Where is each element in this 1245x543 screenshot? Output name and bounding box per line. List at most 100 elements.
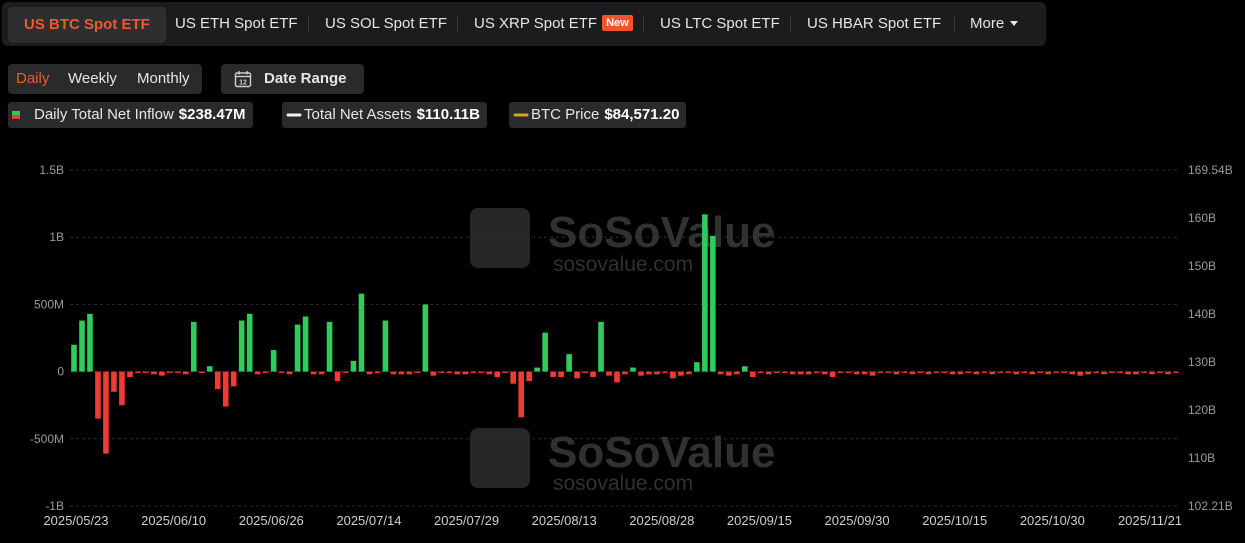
inflow-bar: [494, 371, 501, 377]
x-tick-label: 2025/06/10: [141, 513, 206, 528]
inflow-bar: [957, 371, 964, 375]
tab-label: US ETH Spot ETF: [175, 15, 298, 32]
inflow-bar: [837, 371, 844, 373]
x-tick-label: 2025/07/14: [336, 513, 401, 528]
inflow-bar: [534, 367, 540, 372]
left-y-axis: 1.5B 1B 500M 0 -500M -1B: [30, 163, 64, 513]
inflow-bar: [143, 371, 149, 373]
inflow-bar: [111, 371, 117, 392]
inflow-bar: [486, 371, 493, 375]
inflow-bar: [558, 371, 564, 377]
inflow-bar: [797, 371, 804, 375]
inflow-bar: [638, 371, 644, 376]
inflow-bar: [1037, 371, 1044, 373]
tab-us-eth-spot-etf[interactable]: US ETH Spot ETF: [175, 2, 298, 46]
stat-value: $238.47M: [178, 106, 246, 123]
inflow-bar: [949, 371, 956, 375]
inflow-bar: [726, 371, 732, 376]
period-monthly-button[interactable]: Monthly: [137, 70, 190, 87]
more-menu-button[interactable]: More: [970, 2, 1019, 46]
date-range-button[interactable]: 12 Date Range: [221, 64, 364, 94]
inflow-bar: [454, 371, 461, 375]
inflow-bar: [829, 371, 836, 377]
y-left-tick-label: 1.5B: [39, 163, 64, 177]
y-right-tick-label: 160B: [1188, 211, 1216, 225]
inflow-bar: [885, 371, 892, 373]
inflow-bar: [302, 316, 309, 372]
inflow-bar: [294, 324, 301, 372]
inflow-bar: [973, 371, 980, 375]
sosovalue-logo-icon: [470, 428, 530, 488]
inflow-bar: [366, 371, 373, 375]
inflow-bar: [1085, 371, 1091, 375]
y-left-tick-label: -1B: [45, 499, 64, 513]
inflow-bar: [917, 371, 924, 373]
inflow-bar: [446, 371, 453, 373]
tab-separator: [790, 15, 791, 33]
inflow-bar: [270, 350, 277, 372]
inflow-bar: [869, 371, 876, 376]
price-legend-swatch: [513, 113, 529, 117]
inflow-bar: [909, 371, 916, 375]
inflow-bar: [438, 371, 445, 373]
inflow-bar: [414, 371, 421, 373]
inflow-bar: [606, 371, 612, 376]
calendar-icon: 12: [234, 71, 252, 88]
y-right-tick-label: 169.54B: [1188, 163, 1233, 177]
tab-us-sol-spot-etf[interactable]: US SOL Spot ETF: [325, 2, 447, 46]
inflow-bar: [590, 371, 596, 377]
inflow-bar: [214, 371, 221, 390]
tab-us-ltc-spot-etf[interactable]: US LTC Spot ETF: [660, 2, 780, 46]
stat-label: BTC Price: [531, 106, 600, 123]
inflow-bar: [382, 320, 389, 372]
inflow-bar: [933, 371, 940, 373]
x-tick-label: 2025/09/15: [727, 513, 792, 528]
stat-total-net-assets: Total Net Assets $110.11B: [282, 102, 487, 128]
y-left-tick-label: -500M: [30, 432, 64, 446]
inflow-bar: [198, 371, 205, 373]
inflow-bar: [406, 371, 413, 375]
y-right-tick-label: 120B: [1188, 403, 1216, 417]
tab-us-btc-spot-etf[interactable]: US BTC Spot ETF: [8, 7, 166, 43]
x-tick-label: 2025/09/30: [825, 513, 890, 528]
inflow-bar: [286, 371, 293, 375]
inflow-bar: [358, 293, 365, 372]
inflow-bar: [670, 371, 676, 379]
inflow-bar: [1069, 371, 1075, 375]
inflow-bar: [326, 321, 333, 372]
inflow-bar: [1133, 371, 1139, 375]
x-tick-label: 2025/10/15: [922, 513, 987, 528]
inflow-bar: [206, 366, 213, 372]
inflow-bar: [182, 371, 189, 375]
inflow-bar: [1125, 371, 1131, 375]
period-daily-button[interactable]: Daily: [16, 70, 50, 87]
inflow-bar: [87, 313, 93, 372]
inflow-bar: [318, 371, 325, 375]
period-selector: Daily Weekly Monthly: [8, 64, 202, 94]
tab-label: US SOL Spot ETF: [325, 15, 447, 32]
inflow-bar: [845, 371, 852, 373]
tab-us-xrp-spot-etf[interactable]: US XRP Spot ETF New: [474, 2, 633, 46]
inflow-bar: [1021, 371, 1028, 373]
inflow-bar: [254, 371, 261, 375]
inflow-bar: [95, 371, 101, 419]
period-weekly-button[interactable]: Weekly: [68, 70, 117, 87]
y-right-tick-label: 140B: [1188, 307, 1216, 321]
inflow-bar: [390, 371, 397, 375]
watermark: SoSoValue sosovalue.com SoSoValue sosova…: [470, 208, 775, 495]
tab-label: US XRP Spot ETF: [474, 15, 598, 32]
inflow-bar: [997, 371, 1004, 373]
etf-flow-chart: SoSoValue sosovalue.com SoSoValue sosova…: [30, 163, 1233, 528]
date-range-label: Date Range: [264, 70, 347, 87]
y-left-tick-label: 0: [57, 365, 64, 379]
y-right-tick-label: 150B: [1188, 259, 1216, 273]
right-y-axis: 169.54B 160B 150B 140B 130B 120B 110B 102.21B: [1188, 163, 1233, 513]
watermark-brand: SoSoValue: [548, 428, 775, 477]
inflow-bar: [462, 371, 469, 375]
stat-label: Total Net Assets: [304, 106, 412, 123]
tab-us-hbar-spot-etf[interactable]: US HBAR Spot ETF: [807, 2, 941, 46]
inflow-bar: [734, 371, 740, 375]
inflow-bar: [159, 371, 165, 376]
inflow-bar: [190, 321, 197, 372]
inflow-bar: [1013, 371, 1020, 375]
